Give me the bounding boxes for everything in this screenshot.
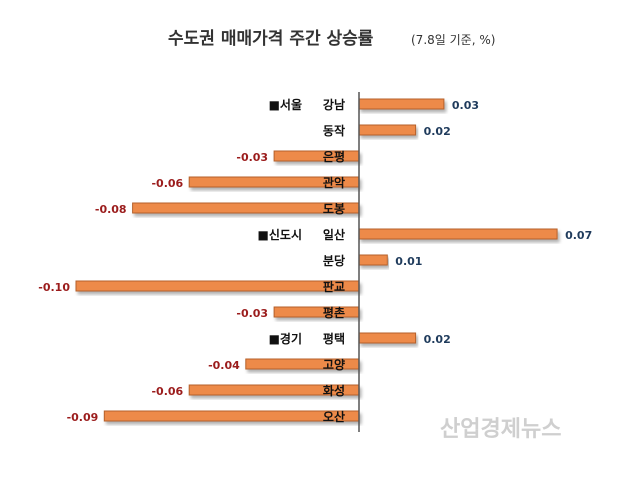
value-label: 0.02	[424, 125, 451, 138]
category-label: 은평	[323, 150, 345, 164]
category-label: 판교	[323, 279, 345, 294]
category-label: 관악	[323, 175, 345, 190]
category-label: 일산	[323, 227, 345, 242]
value-label: 0.07	[565, 229, 592, 242]
category-label: 도봉	[323, 202, 345, 216]
bar-일산	[358, 228, 558, 240]
watermark: 산업경제뉴스	[440, 417, 561, 442]
value-label: 0.03	[452, 99, 479, 112]
group-label: ■경기	[269, 331, 302, 346]
category-label: 화성	[323, 383, 345, 398]
category-label: 오산	[323, 409, 345, 424]
group-label: ■서울	[269, 97, 302, 112]
bar-평촌	[273, 306, 360, 318]
value-label: 0.02	[424, 333, 451, 346]
value-label: -0.10	[38, 281, 70, 294]
category-label: 평촌	[323, 305, 345, 320]
value-label: 0.01	[395, 255, 422, 268]
group-label: ■신도시	[258, 227, 302, 242]
bar-오산	[103, 410, 360, 422]
value-label: -0.06	[151, 177, 183, 190]
category-label: 고양	[323, 357, 345, 372]
value-label: -0.09	[67, 411, 99, 424]
bar-은평	[273, 150, 360, 162]
value-label: -0.03	[236, 307, 268, 320]
bar-판교	[75, 280, 360, 292]
bar-평택	[358, 332, 417, 344]
category-label: 평택	[323, 331, 345, 346]
chart-subtitle: (7.8일 기준, %)	[411, 33, 495, 47]
category-label: 강남	[323, 97, 345, 112]
category-label: 동작	[323, 123, 345, 138]
bar-강남	[358, 98, 445, 110]
bar-동작	[358, 124, 417, 136]
category-label: 분당	[323, 253, 345, 268]
value-label: -0.06	[151, 385, 183, 398]
value-label: -0.03	[236, 151, 268, 164]
chart-title: 수도권 매매가격 주간 상승률	[168, 29, 374, 49]
bar-분당	[358, 254, 388, 266]
value-label: -0.08	[95, 203, 127, 216]
value-label: -0.04	[208, 359, 240, 372]
